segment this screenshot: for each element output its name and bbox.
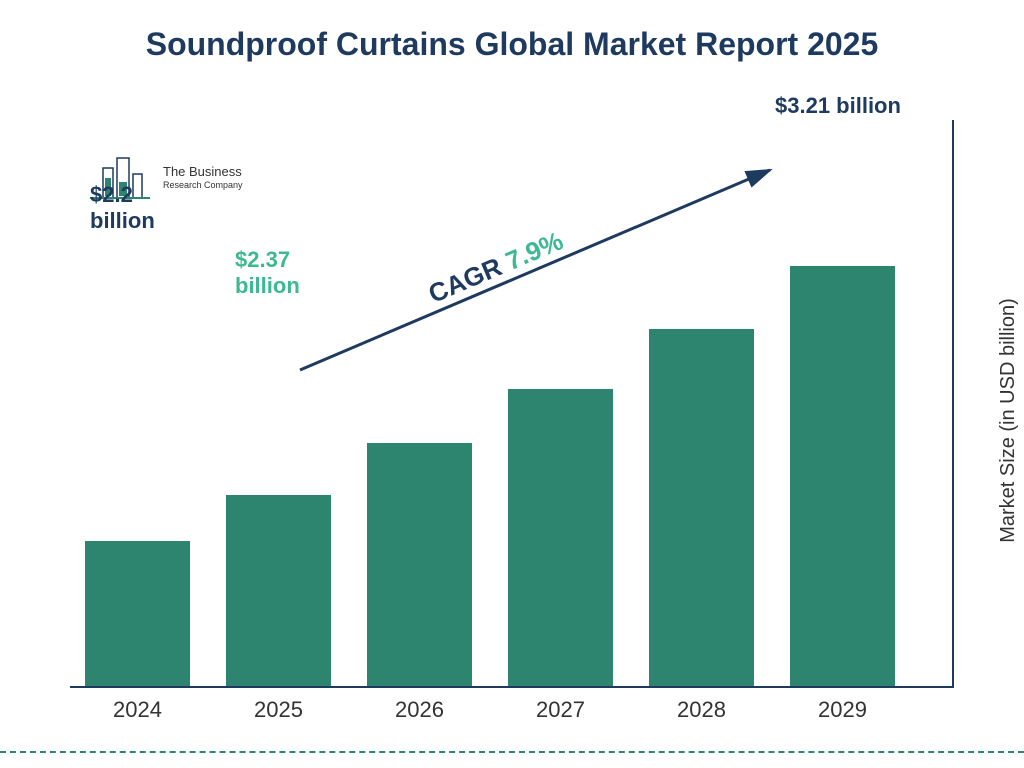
y-axis-line [952, 120, 954, 688]
value-label-2025: $2.37billion [235, 247, 300, 298]
cagr-annotation: CAGR 7.9% [300, 180, 780, 380]
value-label-2024: $2.2billion [90, 182, 155, 233]
x-label-2028: 2028 [677, 697, 726, 723]
bar-2024 [85, 541, 190, 686]
bar-2025 [226, 495, 331, 686]
bar-2026 [367, 443, 472, 686]
x-label-2027: 2027 [536, 697, 585, 723]
bar-2029 [790, 266, 895, 686]
x-label-2026: 2026 [395, 697, 444, 723]
value-label-2029: $3.21 billion [775, 93, 901, 118]
trend-arrow [300, 180, 780, 390]
chart-title: Soundproof Curtains Global Market Report… [0, 25, 1024, 63]
y-axis-label: Market Size (in USD billion) [998, 298, 1021, 543]
x-label-2029: 2029 [818, 697, 867, 723]
x-axis [70, 686, 954, 688]
x-label-2025: 2025 [254, 697, 303, 723]
x-label-2024: 2024 [113, 697, 162, 723]
bar-2027 [508, 389, 613, 686]
bottom-divider [0, 751, 1024, 753]
